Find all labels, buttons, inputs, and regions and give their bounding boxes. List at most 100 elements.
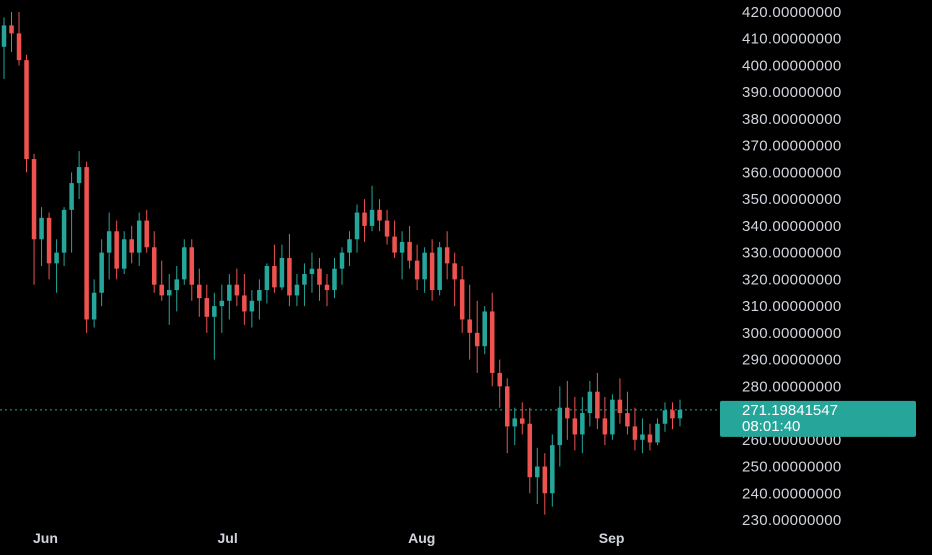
candle[interactable] [302, 263, 307, 307]
candle[interactable] [647, 423, 653, 451]
candle[interactable] [182, 239, 187, 285]
candle[interactable] [489, 292, 495, 387]
candle[interactable] [520, 402, 525, 435]
candle[interactable] [61, 207, 67, 266]
candle[interactable] [99, 239, 104, 307]
candle[interactable] [452, 252, 457, 307]
candle[interactable] [159, 260, 164, 301]
candle[interactable] [279, 244, 285, 291]
candle[interactable] [257, 279, 262, 320]
candle[interactable] [467, 284, 472, 360]
candle[interactable] [384, 209, 390, 245]
candle[interactable] [54, 239, 59, 293]
candle[interactable] [617, 378, 623, 424]
candle[interactable] [422, 247, 427, 293]
candle[interactable] [414, 244, 420, 291]
candle[interactable] [294, 274, 300, 307]
candle[interactable] [587, 380, 593, 427]
candle[interactable] [242, 274, 247, 325]
candle[interactable] [76, 151, 82, 200]
candle[interactable] [24, 54, 29, 173]
candle[interactable] [354, 204, 360, 253]
candle[interactable] [332, 257, 337, 299]
price-tick-label: 360.00000000 [742, 164, 842, 181]
candle[interactable] [459, 266, 465, 333]
candle[interactable] [362, 199, 367, 242]
candle[interactable] [610, 394, 615, 440]
candle[interactable] [16, 12, 22, 66]
candle[interactable] [204, 284, 210, 333]
candle[interactable] [632, 407, 638, 451]
candle[interactable] [677, 399, 683, 427]
candle[interactable] [317, 257, 322, 301]
candle[interactable] [114, 220, 119, 280]
candle[interactable] [670, 402, 675, 430]
price-tick-label: 400.00000000 [742, 57, 842, 74]
time-axis[interactable]: Jun Jul Aug Sep [33, 530, 624, 546]
candle[interactable] [572, 397, 578, 451]
candle[interactable] [437, 241, 442, 296]
candle[interactable] [136, 212, 142, 266]
candle[interactable] [69, 172, 74, 253]
candle-body [399, 241, 405, 253]
candle[interactable] [31, 153, 37, 285]
candle[interactable] [1, 17, 7, 79]
candle[interactable] [249, 290, 255, 328]
candle-body [369, 209, 375, 226]
candle[interactable] [9, 12, 14, 53]
candle[interactable] [106, 212, 112, 280]
candle[interactable] [347, 231, 352, 266]
candle[interactable] [39, 207, 44, 266]
candle[interactable] [46, 212, 52, 280]
candle[interactable] [166, 274, 172, 325]
candle[interactable] [309, 252, 315, 293]
candle[interactable] [625, 391, 630, 435]
candle[interactable] [512, 407, 518, 446]
candle[interactable] [565, 380, 570, 440]
candle[interactable] [550, 434, 555, 507]
candle[interactable] [369, 185, 375, 232]
candle[interactable] [264, 263, 270, 304]
candle-body [257, 290, 262, 301]
candle[interactable] [602, 397, 608, 446]
candle[interactable] [84, 161, 89, 333]
candle[interactable] [129, 225, 134, 264]
candle[interactable] [219, 284, 225, 333]
candle[interactable] [151, 231, 157, 293]
candle[interactable] [234, 268, 240, 307]
candle[interactable] [542, 453, 548, 515]
candle[interactable] [655, 418, 660, 446]
candle[interactable] [662, 402, 668, 432]
candle[interactable] [497, 359, 502, 408]
candle[interactable] [407, 225, 412, 269]
candle[interactable] [392, 220, 397, 258]
candle[interactable] [429, 239, 435, 301]
candle[interactable] [121, 231, 127, 275]
candle[interactable] [535, 447, 540, 504]
candle[interactable] [504, 378, 510, 454]
price-axis[interactable]: 420.00000000 410.00000000 400.00000000 390.… [742, 4, 842, 529]
candle[interactable] [377, 199, 382, 232]
candle[interactable] [272, 244, 277, 293]
candle[interactable] [339, 247, 345, 285]
candle[interactable] [399, 231, 405, 280]
candle[interactable] [474, 300, 480, 373]
candle[interactable] [444, 231, 450, 280]
candle[interactable] [640, 418, 645, 454]
candle[interactable] [324, 274, 330, 307]
candle[interactable] [174, 266, 180, 312]
candle[interactable] [144, 209, 149, 253]
candle[interactable] [189, 239, 195, 301]
candle[interactable] [482, 306, 487, 355]
candle[interactable] [527, 407, 533, 494]
candle[interactable] [91, 279, 97, 328]
last-price-value: 271.19841547 [742, 402, 838, 419]
candle[interactable] [227, 274, 232, 320]
candle[interactable] [580, 397, 585, 454]
candle[interactable] [287, 233, 292, 307]
candle[interactable] [197, 268, 202, 317]
candle[interactable] [595, 372, 600, 430]
candle[interactable] [212, 292, 217, 360]
candle-countdown: 08:01:40 [742, 418, 800, 435]
candle[interactable] [557, 386, 563, 467]
